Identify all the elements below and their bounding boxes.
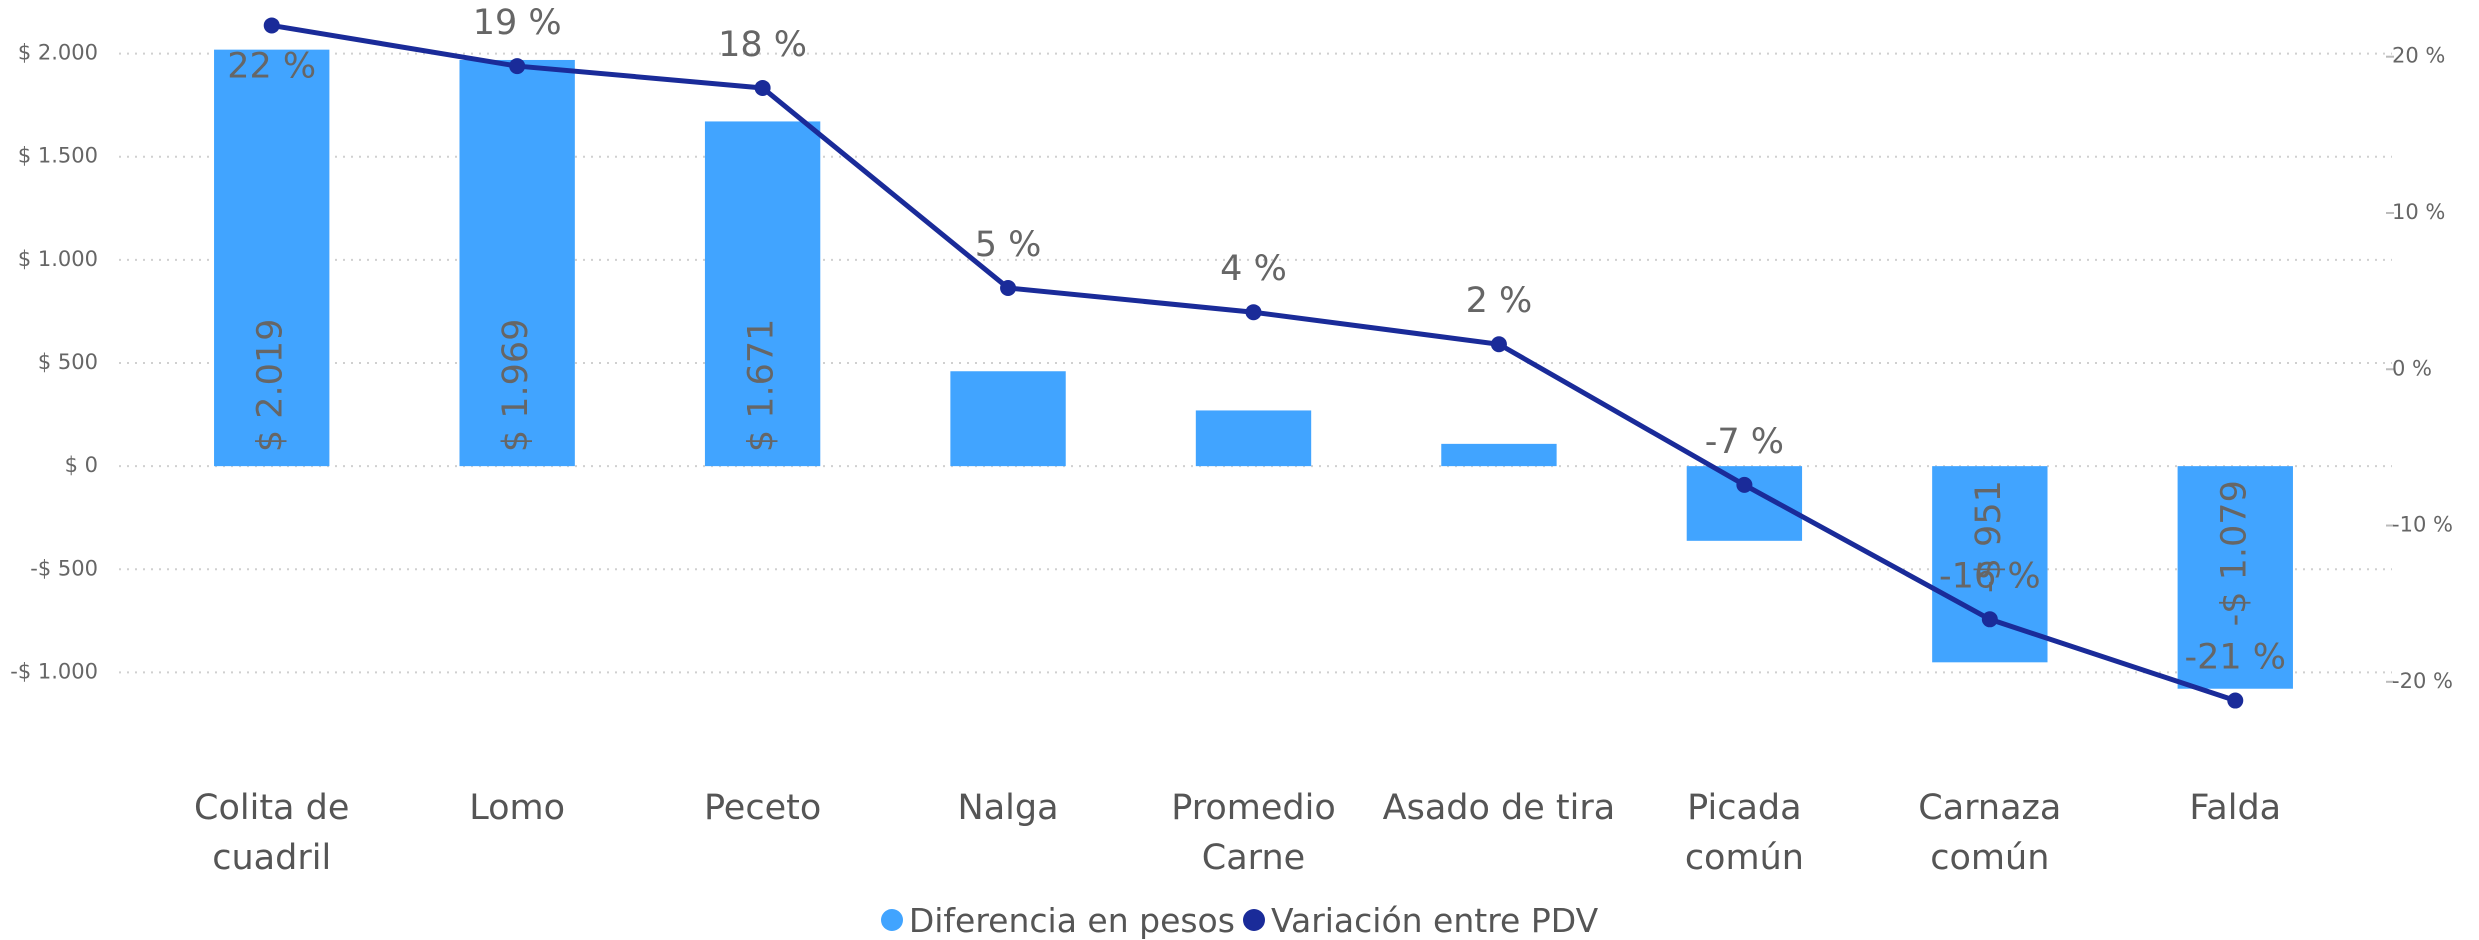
y2-tick-label: -20 % — [2392, 669, 2453, 693]
y-tick-label: $ 500 — [38, 350, 98, 374]
bar-value-label: $ 2.019 — [251, 319, 291, 453]
legend-item: Diferencia en pesos — [880, 900, 1235, 940]
bar — [459, 59, 575, 467]
line-point — [1490, 336, 1507, 353]
line-point — [1981, 611, 1998, 628]
bar — [1441, 443, 1557, 467]
y2-tick-label: 10 % — [2392, 200, 2445, 224]
y-tick-label: $ 0 — [65, 453, 98, 477]
y-tick-label: $ 2.000 — [18, 41, 98, 65]
y-tick-label: $ 1.500 — [18, 144, 98, 168]
bar-value-label: -$ 951 — [1969, 480, 2009, 593]
bar — [214, 49, 330, 467]
bar — [950, 371, 1066, 467]
bar — [1195, 410, 1312, 467]
x-tick-label: Asado de tira — [1382, 788, 1616, 828]
legend-item: Variación entre PDV — [1242, 900, 1599, 940]
line-value-label: 4 % — [1220, 249, 1287, 289]
line-value-label: -16 % — [1939, 556, 2041, 596]
y-tick-label: -$ 1.000 — [10, 659, 98, 683]
bar-value-label: $ 1.671 — [742, 319, 782, 453]
chart: -$ 1.000 -$ 500 $ 0 $ 500 $ 1.000 $ 1.500 $ 2.… — [10, 3, 2453, 709]
bar-value-label: $ 1.969 — [496, 319, 536, 453]
line-point — [1736, 476, 1753, 493]
bar — [704, 121, 821, 467]
legend: Diferencia en pesos Variación entre PDV — [0, 900, 2479, 940]
line-point — [1000, 279, 1017, 296]
line-value-label: 5 % — [975, 225, 1042, 265]
line-value-label: 18 % — [718, 25, 807, 65]
x-tick-label: Promedio Carne — [1171, 788, 1336, 878]
y-tick-label: -$ 500 — [30, 556, 98, 580]
y2-tick-label: 0 % — [2392, 356, 2432, 380]
bar — [2177, 466, 2293, 689]
x-tick-label: Falda — [2189, 788, 2282, 828]
legend-marker — [1242, 909, 1265, 931]
y2-tick-label: 20 % — [2392, 44, 2445, 68]
line-point — [1245, 304, 1262, 321]
legend-label: Variación entre PDV — [1270, 900, 1599, 940]
line-point — [509, 58, 526, 75]
x-tick-label: Lomo — [469, 788, 566, 828]
legend-label: Diferencia en pesos — [908, 900, 1235, 940]
x-tick-label: Colita de cuadril — [194, 788, 350, 878]
y2-tick-label: -10 % — [2392, 513, 2453, 537]
y-tick-label: $ 1.000 — [18, 247, 98, 271]
x-tick-label: Picada común — [1684, 788, 1804, 878]
x-tick-label: Peceto — [703, 788, 822, 828]
legend-marker — [880, 909, 903, 931]
line-value-label: -21 % — [2184, 638, 2286, 678]
x-tick-label: Nalga — [957, 788, 1059, 828]
x-tick-label: Carnaza común — [1918, 788, 2062, 878]
line-value-label: 2 % — [1466, 281, 1533, 321]
bar-value-label: -$ 1.079 — [2214, 480, 2254, 626]
line-point — [754, 79, 771, 96]
line-value-label: 19 % — [473, 3, 562, 43]
line-point — [2227, 692, 2244, 709]
line-value-label: -7 % — [1705, 422, 1784, 462]
line-value-label: 22 % — [227, 46, 316, 86]
line-point — [263, 17, 280, 34]
